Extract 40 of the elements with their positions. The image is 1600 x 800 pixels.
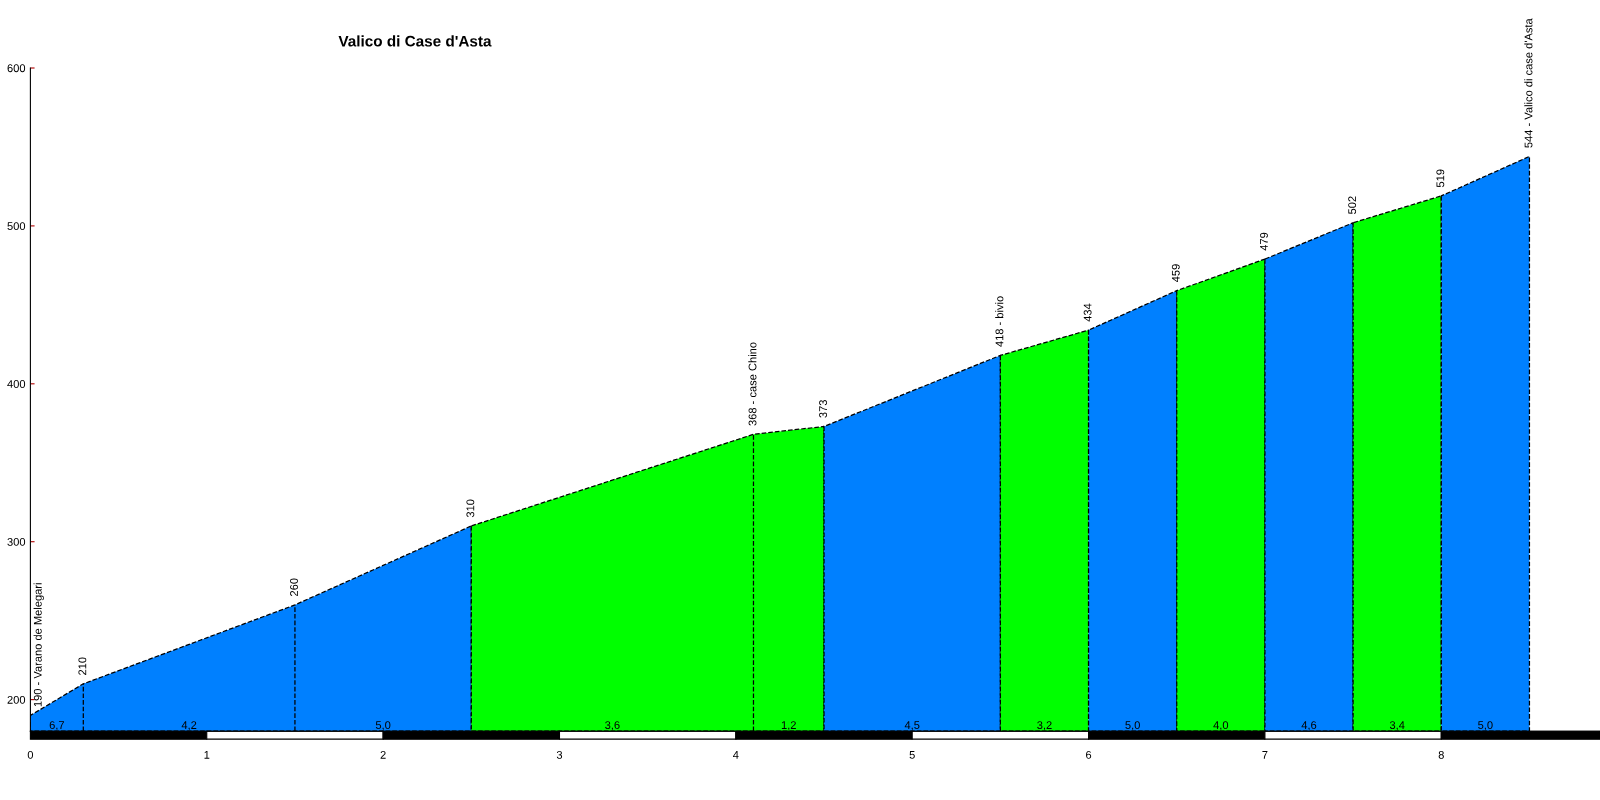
annotation: 3,6 <box>605 721 620 731</box>
x-tick-label: 1 <box>204 751 210 759</box>
x-tick-label: 4 <box>733 751 739 759</box>
annotation: 3,4 <box>1389 721 1405 731</box>
y-tick-label: 300 <box>7 537 26 546</box>
x-tick-label: 2 <box>380 750 386 759</box>
annotation: 479 <box>1260 232 1268 251</box>
x-tick-label: 3 <box>556 750 563 759</box>
annotation: 210 <box>78 657 87 675</box>
annotation: 544 - Valico di case d'Asta <box>1524 18 1533 148</box>
annotation: 434 <box>1083 303 1092 322</box>
x-tick-label: 8 <box>1438 750 1444 759</box>
y-tick-label: 600 <box>7 64 26 73</box>
y-tick-label: 500 <box>7 222 26 231</box>
x-tick-label: 5 <box>909 751 915 759</box>
x-tick-label: 0 <box>27 750 34 759</box>
annotation: 1,2 <box>781 721 796 731</box>
x-tick-label: 6 <box>1086 750 1092 759</box>
chart-title: Valico di Case d'Asta <box>338 35 492 47</box>
annotation: 373 <box>819 400 827 418</box>
annotation: 368 - case Chino <box>748 342 757 426</box>
annotation: 4,2 <box>181 721 197 731</box>
annotation: 4,6 <box>1301 721 1317 731</box>
annotation: 5,0 <box>1478 721 1493 731</box>
annotation: 310 <box>466 499 475 518</box>
annotation: 502 <box>1348 196 1357 214</box>
annotation: 4,5 <box>904 721 920 731</box>
annotation: 5,0 <box>1125 721 1140 731</box>
annotation: 190 - Varano de Melegari <box>33 583 44 707</box>
annotation: 418 - bivio <box>995 296 1004 347</box>
annotation: 3,2 <box>1037 721 1052 731</box>
annotation: 519 <box>1436 169 1445 188</box>
y-tick-label: 200 <box>7 695 26 704</box>
annotation: 4,0 <box>1213 721 1229 731</box>
annotation: 459 <box>1171 264 1180 283</box>
y-tick-label: 400 <box>7 380 26 388</box>
annotation: 6,7 <box>49 721 65 731</box>
annotation: 260 <box>290 578 298 596</box>
x-tick-label: 7 <box>1262 751 1268 759</box>
annotation: 5,0 <box>375 721 391 731</box>
